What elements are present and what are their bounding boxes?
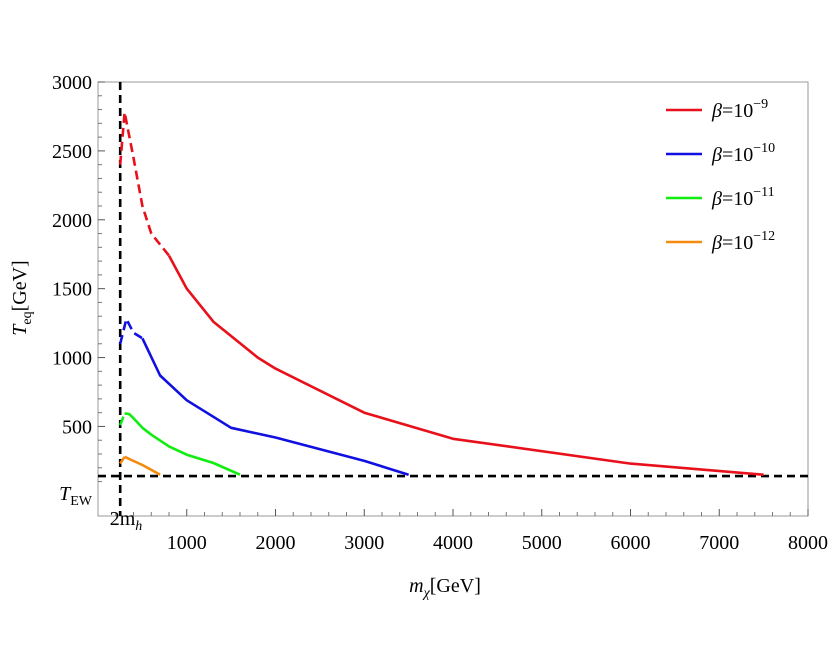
series-1-solid-line bbox=[167, 254, 764, 476]
y-tick-label: 500 bbox=[62, 416, 92, 438]
y-tick-label: 1500 bbox=[52, 279, 92, 301]
series-3-solid-line bbox=[124, 412, 241, 476]
series-2-solid-line bbox=[141, 337, 409, 476]
axis-ticks: 1000 2000 3000 4000 5000 6000 7000 8000 500 1000 1… bbox=[52, 72, 828, 554]
series-2 bbox=[118, 317, 409, 476]
legend-label: β=10−10 bbox=[711, 141, 775, 166]
legend-item: β=10−12 bbox=[666, 229, 775, 254]
x-tick-label: 8000 bbox=[788, 532, 828, 554]
legend-item: β=10−10 bbox=[666, 141, 775, 166]
series-layer bbox=[118, 111, 764, 476]
x-tick-label: 3000 bbox=[344, 532, 384, 554]
series-1-dashed-line bbox=[118, 111, 171, 257]
reference-lines bbox=[98, 82, 808, 516]
series-4-solid-line bbox=[124, 455, 161, 476]
legend-label: β=10−11 bbox=[711, 185, 775, 210]
t-ew-label: TEW bbox=[59, 483, 93, 509]
legend-item: β=10−11 bbox=[666, 185, 775, 210]
y-tick-label: 2000 bbox=[52, 210, 92, 232]
x-tick-label: 4000 bbox=[433, 532, 473, 554]
y-tick-label: 3000 bbox=[52, 72, 92, 94]
series-1 bbox=[118, 111, 764, 476]
y-tick-label: 2500 bbox=[52, 141, 92, 163]
x-tick-label: 2000 bbox=[256, 532, 296, 554]
x-tick-label: 1000 bbox=[167, 532, 207, 554]
x-axis-label: mχ[GeV] bbox=[409, 575, 481, 601]
plot-frame bbox=[97, 81, 809, 517]
x-tick-label: 5000 bbox=[522, 532, 562, 554]
series-4 bbox=[119, 455, 161, 476]
y-tick-label: 1000 bbox=[52, 348, 92, 370]
series-4-dashed-line bbox=[119, 456, 126, 465]
series-2-dashed-line bbox=[118, 317, 144, 345]
legend-label: β=10−9 bbox=[711, 97, 768, 122]
legend: β=10−9 β=10−10 β=10−11 β=10−12 bbox=[666, 97, 775, 254]
x-tick-label: 7000 bbox=[699, 532, 739, 554]
series-3-dashed-line bbox=[118, 412, 126, 426]
series-3 bbox=[118, 412, 241, 476]
y-axis-label: Teq[GeV] bbox=[9, 260, 35, 335]
legend-label: β=10−12 bbox=[711, 229, 775, 254]
legend-item: β=10−9 bbox=[666, 97, 768, 122]
two-m-h-label: 2mh bbox=[110, 508, 143, 534]
plot-border bbox=[97, 81, 809, 517]
x-tick-label: 6000 bbox=[611, 532, 651, 554]
